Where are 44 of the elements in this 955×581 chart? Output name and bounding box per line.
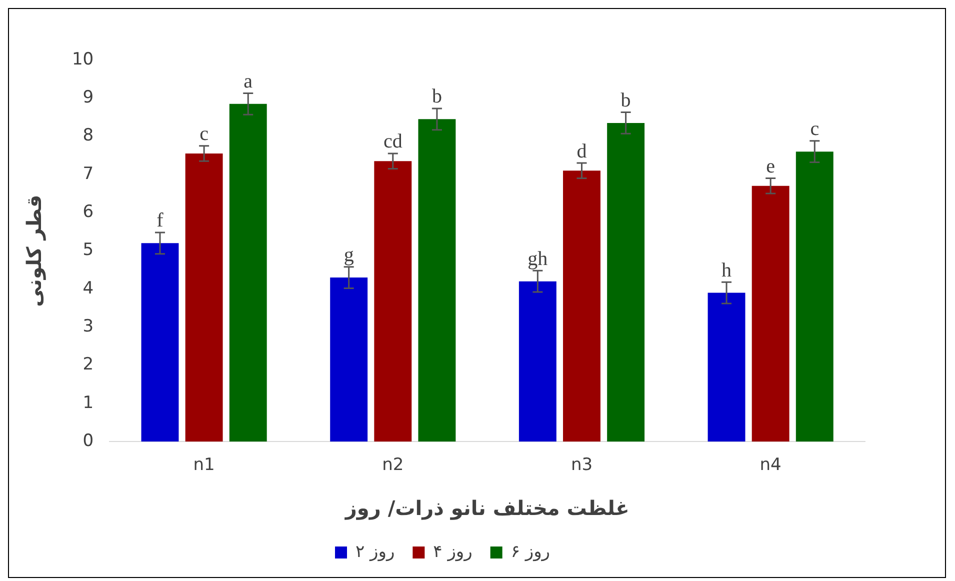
data-label: d — [576, 140, 587, 162]
y-tick-label: 8 — [82, 126, 94, 146]
legend-label: ۲ روز — [356, 542, 395, 562]
x-axis-title: غلظت مختلف نانو ذرات/ روز — [344, 496, 630, 520]
x-tick-label: n4 — [760, 455, 782, 476]
data-label: e — [766, 156, 776, 178]
bar — [418, 119, 456, 442]
legend-label: ۴ روز — [433, 542, 472, 562]
legend-label: ۶ روز — [510, 542, 550, 562]
data-label: c — [810, 118, 820, 140]
data-label: c — [200, 123, 209, 146]
y-tick-label: 0 — [82, 431, 94, 452]
data-label: h — [722, 259, 732, 282]
data-label: gh — [528, 248, 548, 270]
bar — [796, 152, 834, 442]
bar — [185, 153, 223, 442]
bar — [229, 104, 267, 442]
y-tick-label: 3 — [82, 316, 94, 337]
y-axis-title: قطر کلونی — [22, 194, 46, 307]
data-label: cd — [383, 130, 402, 153]
bar — [330, 278, 368, 442]
x-tick-label: n3 — [570, 455, 593, 476]
y-tick-label: 4 — [82, 278, 94, 298]
bar — [607, 122, 645, 442]
y-tick-label: 2 — [82, 354, 94, 375]
y-tick-label: 10 — [72, 49, 94, 70]
x-tick-label: n2 — [382, 455, 404, 476]
data-label: b — [620, 90, 631, 112]
y-tick-label: 7 — [82, 164, 94, 184]
data-label: g — [344, 244, 354, 266]
y-tick-label: 6 — [82, 202, 94, 222]
bar — [141, 243, 179, 442]
y-tick-label: 9 — [82, 88, 94, 108]
data-label: f — [156, 210, 164, 232]
data-label: b — [432, 86, 442, 108]
bar — [708, 292, 746, 442]
bar — [374, 161, 412, 442]
bar — [518, 281, 556, 442]
y-tick-label: 5 — [82, 240, 94, 260]
x-tick-label: n1 — [193, 455, 215, 476]
data-label: a — [244, 70, 253, 92]
y-tick-label: 1 — [82, 392, 94, 413]
bar — [563, 170, 600, 442]
bar — [752, 186, 790, 442]
